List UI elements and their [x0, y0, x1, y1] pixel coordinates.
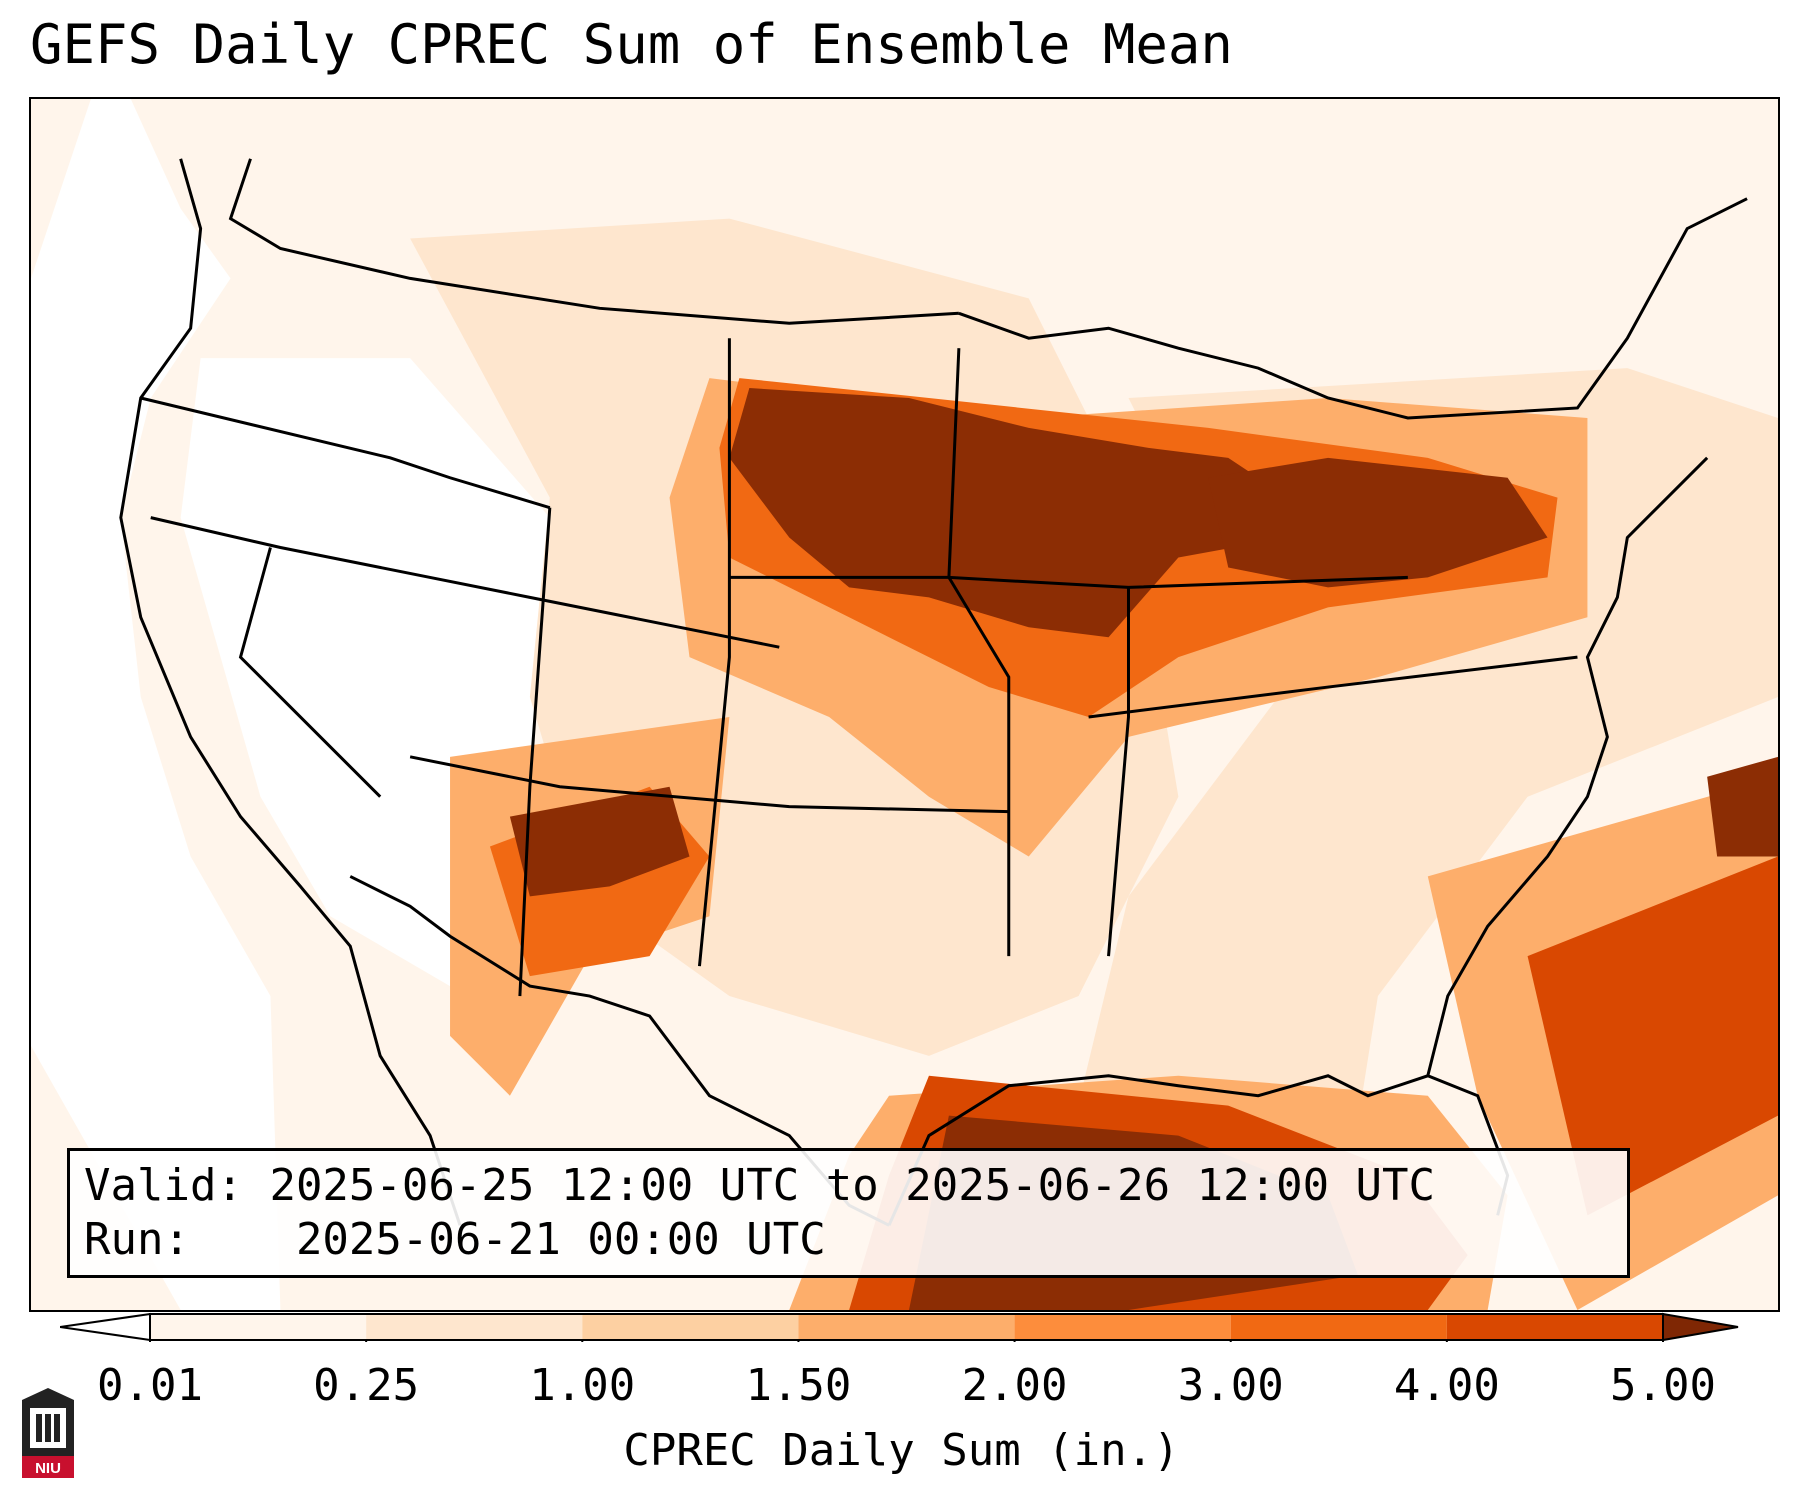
- colorbar-tick-label: 5.00: [1610, 1360, 1716, 1411]
- colorbar-tick-label: 0.25: [313, 1360, 420, 1411]
- colorbar-segment: [798, 1314, 1015, 1340]
- boundaries: [119, 158, 1748, 1227]
- state-border-10: [238, 547, 382, 798]
- valid-label: Valid:: [84, 1160, 243, 1211]
- colorbar-segment: [1230, 1314, 1447, 1340]
- state-border-1: [140, 396, 551, 510]
- light-precip-east: [1028, 368, 1778, 1310]
- canada-border-east: [958, 197, 1748, 420]
- colorbar-tick-label: 2.00: [961, 1360, 1068, 1411]
- colorbar-label: CPREC Daily Sum (in.): [623, 1425, 1180, 1476]
- colorbar-tick-label: 0.01: [97, 1360, 203, 1411]
- gulf-coastline: [887, 1074, 1510, 1226]
- run-row: Run: 2025-06-21 00:00 UTC: [84, 1213, 1613, 1267]
- colorbar-segment: [582, 1314, 799, 1340]
- colorbar-under-arrow: [60, 1312, 151, 1342]
- logo-text: NIU: [35, 1460, 61, 1477]
- no-precip-region-pacific: [31, 99, 281, 1310]
- logo-tower-pillar-left: [36, 1414, 42, 1442]
- state-border-3: [409, 755, 1009, 814]
- colorbar-tick-label: 3.00: [1177, 1360, 1284, 1411]
- colorbar-tick-label: 1.00: [529, 1360, 636, 1411]
- logo-tower-pillar-right: [54, 1414, 60, 1442]
- map-title: GEFS Daily CPREC Sum of Ensemble Mean: [30, 13, 1233, 76]
- state-border-8: [1107, 587, 1130, 957]
- state-border-9: [1088, 655, 1578, 719]
- valid-run-info-box: Valid: 2025-06-25 12:00 UTC to 2025-06-2…: [67, 1148, 1630, 1278]
- valid-value: 2025-06-25 12:00 UTC to 2025-06-26 12:00…: [269, 1160, 1436, 1211]
- logo-tower-pillar-mid: [45, 1414, 51, 1442]
- state-border-2: [150, 516, 780, 649]
- atlantic-coastline: [1426, 456, 1709, 1077]
- extreme-precip-core-nm: [509, 786, 690, 897]
- state-border-5: [518, 507, 552, 997]
- colorbar-tick-label: 1.50: [745, 1360, 852, 1411]
- colorbar: [60, 1312, 1739, 1342]
- precip-map-canvas: [31, 99, 1778, 1310]
- precip-map: [29, 97, 1780, 1312]
- valid-row: Valid: 2025-06-25 12:00 UTC to 2025-06-2…: [84, 1159, 1613, 1213]
- run-value: 2025-06-21 00:00 UTC: [295, 1214, 826, 1265]
- extreme-precip-core-lakes: [1208, 457, 1548, 588]
- colorbar-outline: [149, 1313, 1664, 1341]
- state-border-7: [729, 575, 1408, 589]
- canada-border-west: [228, 158, 959, 325]
- colorbar-segment: [1446, 1314, 1663, 1340]
- extreme-precip-core-atlantic: [1707, 756, 1778, 857]
- logo-red-band: [22, 1456, 74, 1478]
- run-label: Run:: [84, 1214, 190, 1265]
- colorbar-segment: [150, 1314, 367, 1340]
- colorbar-over-arrow: [1662, 1312, 1739, 1342]
- state-border-6: [947, 348, 1011, 957]
- state-border-4: [697, 338, 731, 967]
- extreme-precip-core-plains: [729, 388, 1289, 638]
- colorbar-segment: [366, 1314, 583, 1340]
- niu-logo: NIU: [22, 1388, 74, 1478]
- pacific-coastline: [119, 158, 462, 1226]
- colorbar-segment: [1014, 1314, 1231, 1340]
- colorbar-tick-label: 4.00: [1393, 1360, 1500, 1411]
- heavy-precip-atlantic: [1527, 856, 1778, 1216]
